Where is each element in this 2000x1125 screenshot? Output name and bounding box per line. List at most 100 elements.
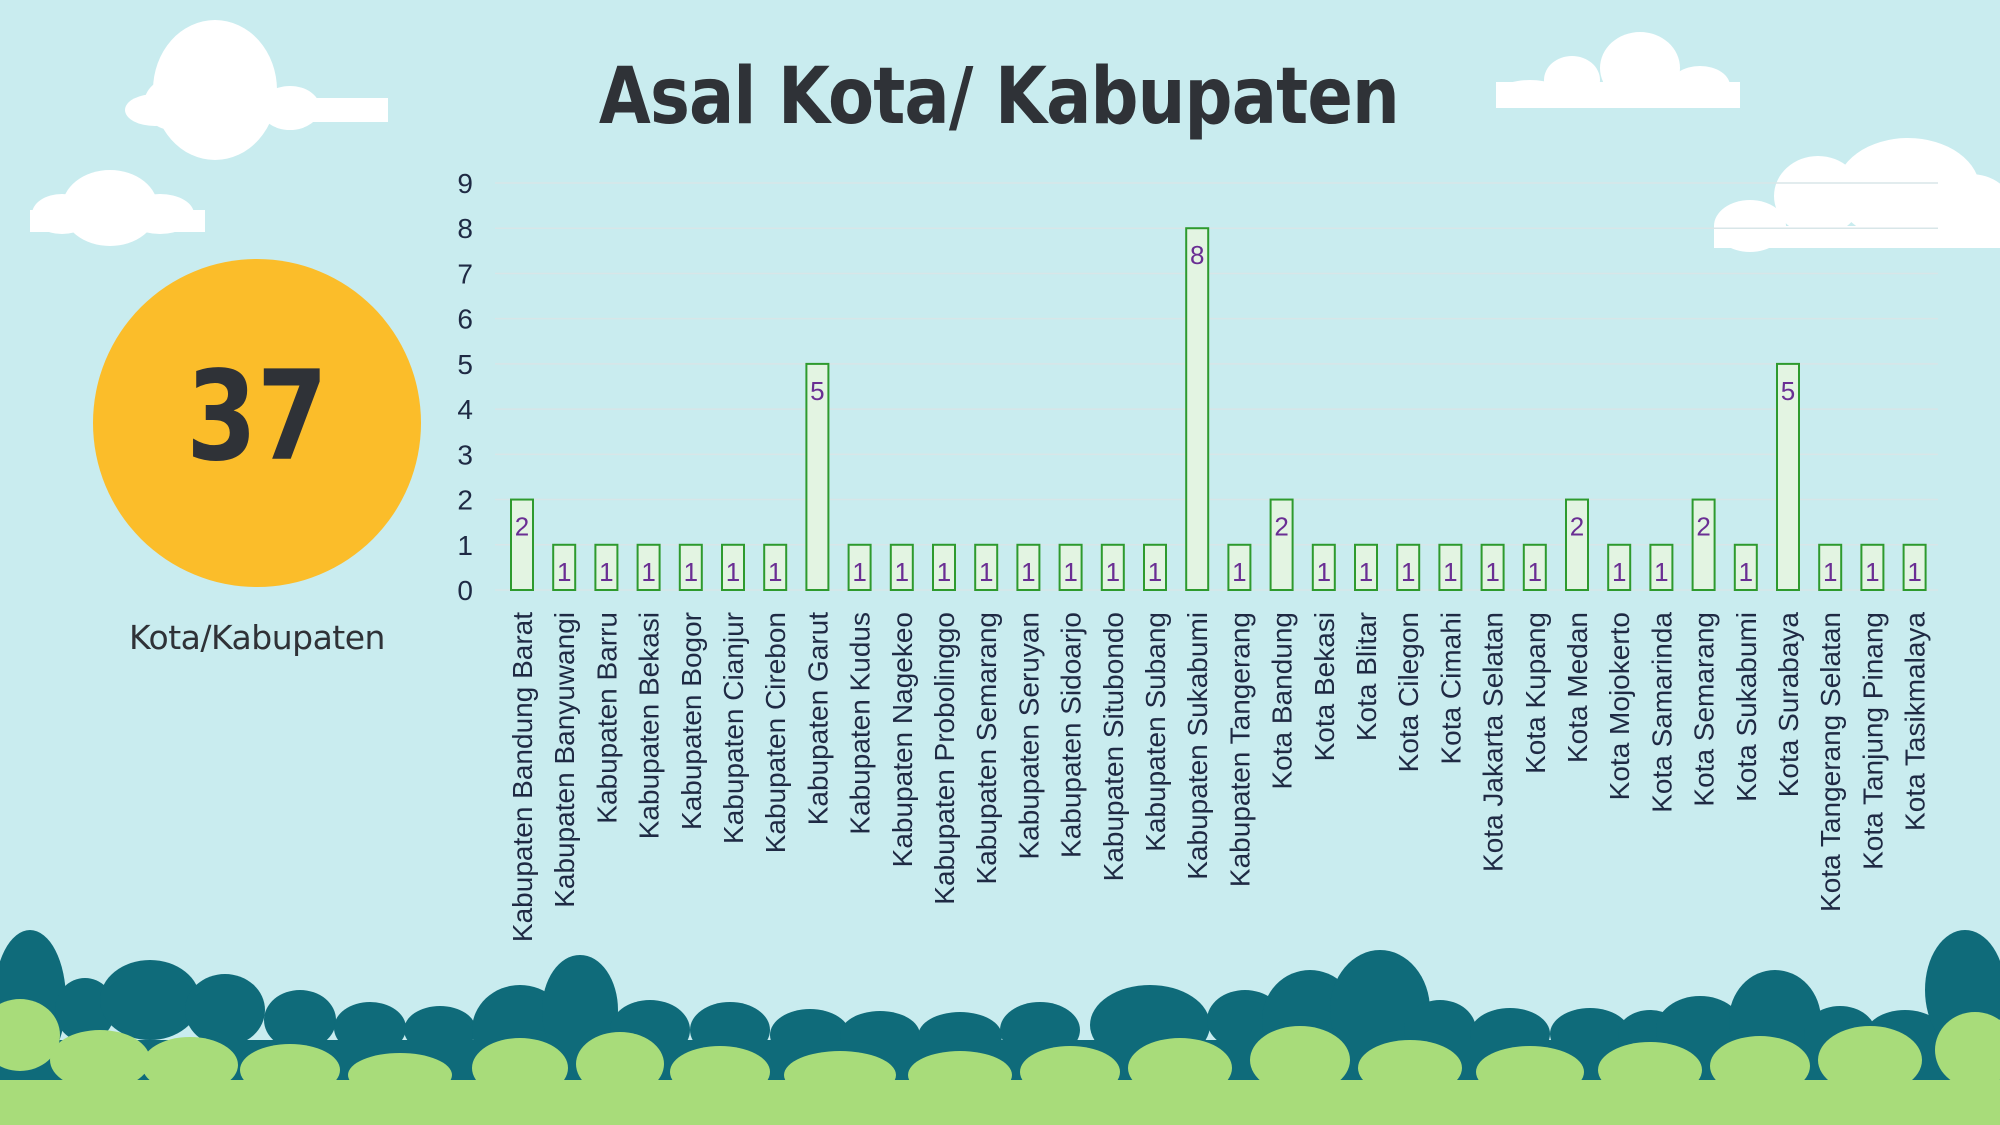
ground-bushes bbox=[0, 999, 2000, 1125]
x-tick-label: Kota Sukabumi bbox=[1731, 612, 1762, 802]
x-tick-label: Kabupaten Bekasi bbox=[634, 612, 665, 839]
data-label: 1 bbox=[1317, 557, 1331, 587]
data-label: 1 bbox=[1739, 557, 1753, 587]
y-tick-label: 5 bbox=[457, 349, 473, 380]
data-label: 1 bbox=[895, 557, 909, 587]
data-label: 1 bbox=[684, 557, 698, 587]
x-tick-label: Kota Blitar bbox=[1351, 612, 1382, 741]
data-label: 1 bbox=[1485, 557, 1499, 587]
y-tick-label: 7 bbox=[457, 258, 473, 289]
data-label: 1 bbox=[726, 557, 740, 587]
x-tick-label: Kabupaten Bandung Barat bbox=[507, 612, 538, 942]
page-title: Asal Kota/ Kabupaten bbox=[598, 52, 1400, 142]
data-label: 1 bbox=[641, 557, 655, 587]
x-tick-label: Kota Kupang bbox=[1520, 612, 1551, 774]
cloud-right bbox=[1714, 138, 2000, 252]
bar bbox=[1143, 543, 1167, 591]
bar bbox=[1227, 543, 1252, 591]
highlight-circle bbox=[93, 259, 421, 587]
bar bbox=[1185, 227, 1210, 591]
bar bbox=[1818, 543, 1843, 591]
bar bbox=[636, 543, 661, 591]
bar bbox=[1480, 543, 1505, 591]
bar bbox=[974, 543, 999, 591]
bar bbox=[1691, 498, 1716, 591]
data-label: 1 bbox=[557, 557, 571, 587]
bar bbox=[847, 543, 872, 591]
x-tick-label: Kabupaten Sidoarjo bbox=[1056, 612, 1087, 858]
data-label: 1 bbox=[768, 557, 782, 587]
bar bbox=[1607, 543, 1632, 591]
cloud-top-left bbox=[125, 20, 388, 160]
data-label: 1 bbox=[1654, 557, 1668, 587]
x-tick-label: Kabupaten Sukabumi bbox=[1182, 612, 1213, 880]
x-tick-label: Kota Tangerang Selatan bbox=[1815, 612, 1846, 912]
data-label: 1 bbox=[1907, 557, 1921, 587]
y-tick-label: 4 bbox=[457, 394, 473, 425]
x-tick-label: Kabupaten Nagekeo bbox=[887, 612, 918, 867]
x-tick-label: Kabupaten Seruyan bbox=[1013, 612, 1044, 860]
data-label: 1 bbox=[1443, 557, 1457, 587]
bar bbox=[805, 362, 830, 591]
x-tick-label: Kabupaten Probolinggo bbox=[929, 612, 960, 905]
x-tick-label: Kota Tanjung Pinang bbox=[1857, 612, 1888, 870]
bar bbox=[1058, 543, 1083, 591]
bar bbox=[1396, 543, 1421, 591]
data-label: 1 bbox=[1528, 557, 1542, 587]
x-tick-label: Kabupaten Situbondo bbox=[1098, 612, 1129, 881]
bar bbox=[1860, 543, 1885, 591]
data-label: 1 bbox=[937, 557, 951, 587]
bar bbox=[552, 543, 577, 591]
data-label: 1 bbox=[1823, 557, 1837, 587]
cloud-top-right bbox=[1496, 32, 1740, 108]
y-tick-label: 3 bbox=[457, 439, 473, 470]
bar bbox=[678, 543, 703, 591]
bar bbox=[1649, 543, 1674, 591]
data-label: 2 bbox=[515, 512, 529, 542]
x-tick-label: Kota Bandung bbox=[1267, 612, 1298, 790]
x-tick-label: Kota Jakarta Selatan bbox=[1478, 612, 1509, 872]
x-tick-label: Kota Medan bbox=[1562, 612, 1593, 763]
data-label: 1 bbox=[852, 557, 866, 587]
data-label: 1 bbox=[1021, 557, 1035, 587]
data-label: 1 bbox=[1612, 557, 1626, 587]
bar bbox=[1269, 498, 1294, 591]
y-tick-label: 8 bbox=[457, 213, 473, 244]
x-tick-label: Kabupaten Banyuwangi bbox=[549, 612, 580, 908]
data-label: 5 bbox=[810, 376, 824, 406]
data-label: 1 bbox=[1865, 557, 1879, 587]
data-label: 1 bbox=[979, 557, 993, 587]
data-label: 5 bbox=[1781, 376, 1795, 406]
x-tick-label: Kabupaten Cianjur bbox=[718, 612, 749, 844]
x-tick-label: Kabupaten Kudus bbox=[845, 612, 876, 835]
x-tick-label: Kabupaten Bogor bbox=[676, 612, 707, 830]
bar bbox=[721, 543, 745, 591]
data-label: 1 bbox=[1359, 557, 1373, 587]
bar bbox=[1438, 543, 1463, 591]
y-tick-label: 9 bbox=[457, 168, 473, 199]
bar bbox=[889, 543, 914, 591]
bar bbox=[1522, 543, 1547, 591]
bar bbox=[1016, 543, 1041, 591]
bar bbox=[1902, 543, 1927, 591]
x-tick-label: Kota Tasikmalaya bbox=[1900, 612, 1931, 831]
data-label: 2 bbox=[1570, 512, 1584, 542]
x-tick-label: Kabupaten Barru bbox=[591, 612, 622, 824]
x-tick-label: Kota Cimahi bbox=[1435, 612, 1466, 765]
bar bbox=[1354, 543, 1378, 591]
x-tick-label: Kota Semarang bbox=[1689, 612, 1720, 807]
data-label: 1 bbox=[1063, 557, 1077, 587]
cloud-mid-left bbox=[30, 170, 205, 246]
bar bbox=[932, 543, 956, 591]
x-tick-label: Kabupaten Garut bbox=[802, 612, 833, 825]
y-tick-label: 0 bbox=[457, 575, 473, 606]
bar bbox=[1311, 543, 1336, 591]
x-tick-label: Kota Surabaya bbox=[1773, 612, 1804, 798]
bar bbox=[763, 543, 788, 591]
bar bbox=[1733, 543, 1758, 591]
bar bbox=[1100, 543, 1125, 591]
bar bbox=[510, 498, 534, 591]
bar bbox=[594, 543, 619, 591]
